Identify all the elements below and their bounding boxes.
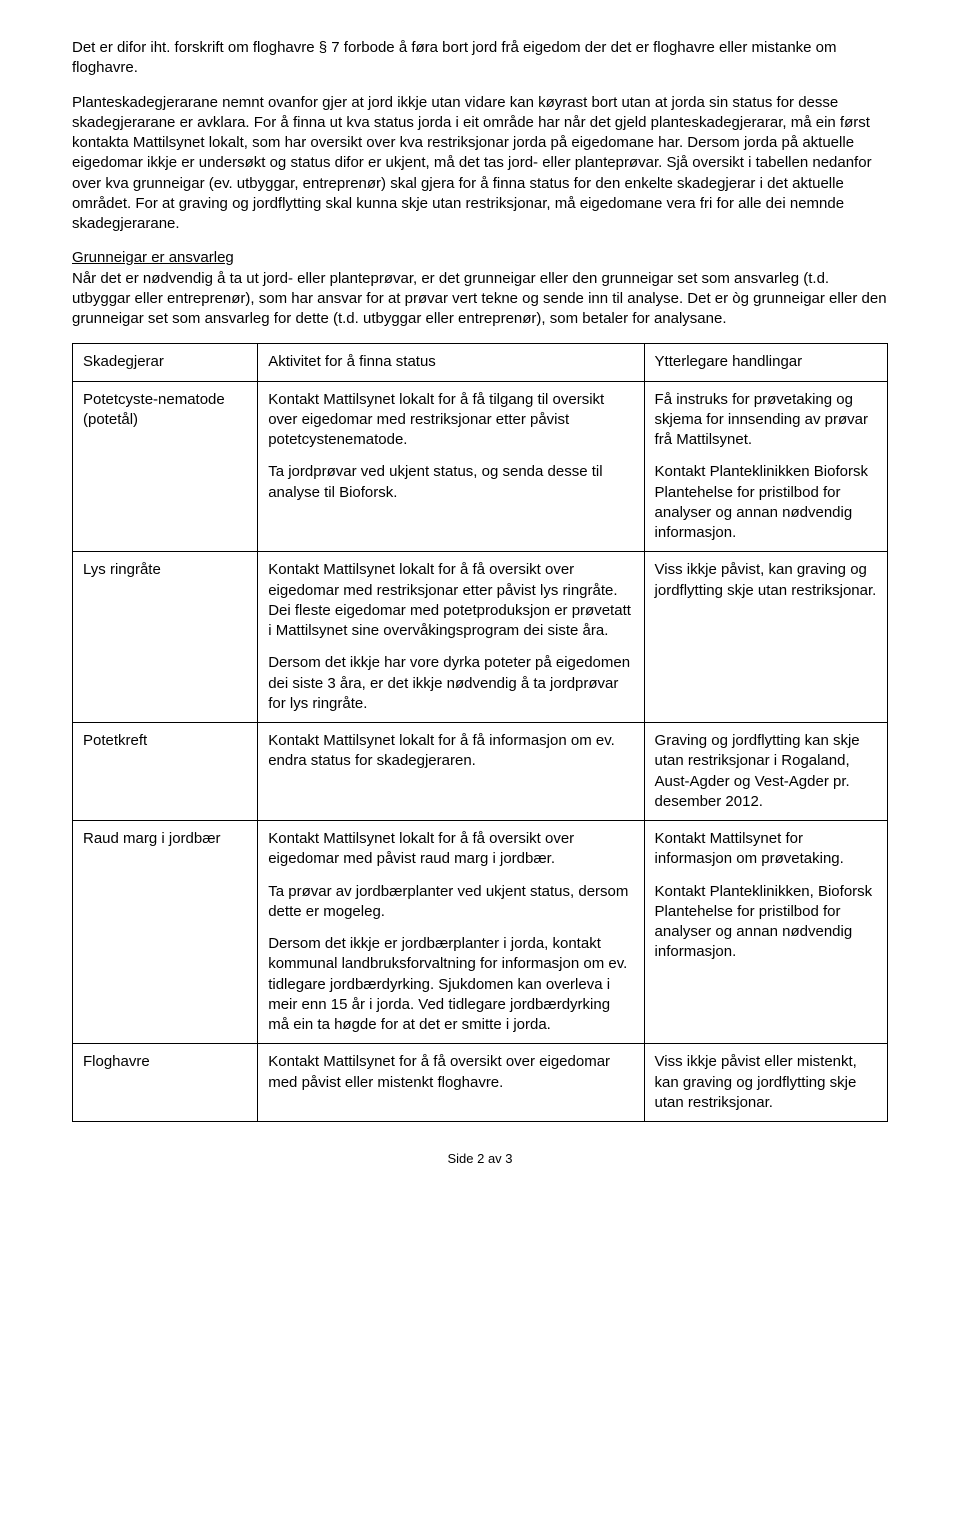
table-cell: Kontakt Mattilsynet lokalt for å få over… <box>258 821 644 1044</box>
table-row: Potetcyste-nematode (potetål) Kontakt Ma… <box>73 381 888 552</box>
table-cell: Viss ikkje påvist eller mistenkt, kan gr… <box>644 1044 887 1122</box>
cell-text: Kontakt Mattilsynet lokalt for å få over… <box>268 829 633 870</box>
cell-text: Dersom det ikkje er jordbærplanter i jor… <box>268 934 633 1035</box>
table-header-cell: Skadegjerar <box>73 344 258 381</box>
table-cell: Graving og jordflytting kan skje utan re… <box>644 723 887 821</box>
section-heading: Grunneigar er ansvarleg <box>72 249 234 266</box>
table-cell: Kontakt Mattilsynet for å få oversikt ov… <box>258 1044 644 1122</box>
body-paragraph: Grunneigar er ansvarleg Når det er nødve… <box>72 248 888 329</box>
table-cell: Kontakt Mattilsynet for informasjon om p… <box>644 821 887 1044</box>
cell-text: Kontakt Mattilsynet lokalt for å få tilg… <box>268 390 633 451</box>
table-cell: Potetcyste-nematode (potetål) <box>73 381 258 552</box>
cell-text: Ta jordprøvar ved ukjent status, og send… <box>268 462 633 503</box>
cell-text: Dersom det ikkje har vore dyrka poteter … <box>268 653 633 714</box>
table-cell: Kontakt Mattilsynet lokalt for å få info… <box>258 723 644 821</box>
cell-text: Kontakt Mattilsynet for å få oversikt ov… <box>268 1052 633 1093</box>
table-row: Lys ringråte Kontakt Mattilsynet lokalt … <box>73 552 888 723</box>
cell-text: Ta prøvar av jordbærplanter ved ukjent s… <box>268 882 633 923</box>
table-cell: Viss ikkje påvist, kan graving og jordfl… <box>644 552 887 723</box>
table-row: Potetkreft Kontakt Mattilsynet lokalt fo… <box>73 723 888 821</box>
table-cell: Lys ringråte <box>73 552 258 723</box>
table-cell: Kontakt Mattilsynet lokalt for å få tilg… <box>258 381 644 552</box>
cell-text: Få instruks for prøvetaking og skjema fo… <box>655 390 877 451</box>
table-header-row: Skadegjerar Aktivitet for å finna status… <box>73 344 888 381</box>
cell-text: Kontakt Planteklinikken, Bioforsk Plante… <box>655 882 877 963</box>
body-paragraph: Det er difor iht. forskrift om floghavre… <box>72 38 888 79</box>
body-text: Når det er nødvendig å ta ut jord- eller… <box>72 270 887 328</box>
cell-text: Kontakt Mattilsynet for informasjon om p… <box>655 829 877 870</box>
cell-text: Kontakt Mattilsynet lokalt for å få over… <box>268 560 633 641</box>
body-paragraph: Planteskadegjerarane nemnt ovanfor gjer … <box>72 93 888 235</box>
table-row: Floghavre Kontakt Mattilsynet for å få o… <box>73 1044 888 1122</box>
cell-text: Graving og jordflytting kan skje utan re… <box>655 731 877 812</box>
cell-text: Kontakt Planteklinikken Bioforsk Planteh… <box>655 462 877 543</box>
table-header-cell: Aktivitet for å finna status <box>258 344 644 381</box>
table-row: Raud marg i jordbær Kontakt Mattilsynet … <box>73 821 888 1044</box>
cell-text: Viss ikkje påvist, kan graving og jordfl… <box>655 560 877 601</box>
cell-text: Viss ikkje påvist eller mistenkt, kan gr… <box>655 1052 877 1113</box>
table-cell: Kontakt Mattilsynet lokalt for å få over… <box>258 552 644 723</box>
skadegjerar-table: Skadegjerar Aktivitet for å finna status… <box>72 343 888 1122</box>
table-cell: Floghavre <box>73 1044 258 1122</box>
table-cell: Potetkreft <box>73 723 258 821</box>
table-header-cell: Ytterlegare handlingar <box>644 344 887 381</box>
table-cell: Få instruks for prøvetaking og skjema fo… <box>644 381 887 552</box>
cell-text: Kontakt Mattilsynet lokalt for å få info… <box>268 731 633 772</box>
page-footer: Side 2 av 3 <box>72 1150 888 1168</box>
table-cell: Raud marg i jordbær <box>73 821 258 1044</box>
